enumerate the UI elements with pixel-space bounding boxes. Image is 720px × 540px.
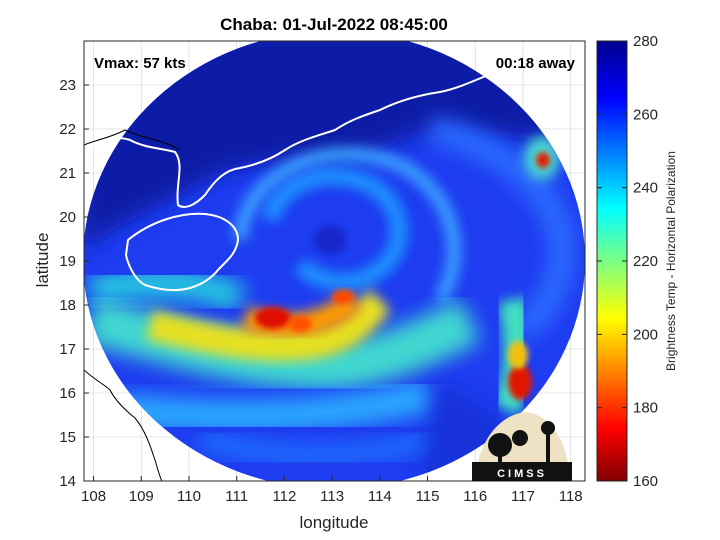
chart-title: Chaba: 01-Jul-2022 08:45:00	[220, 15, 448, 34]
x-axis-label: longitude	[299, 513, 368, 532]
swath-image	[84, 41, 585, 481]
colorbar-ticks: 160 180 200 220 240 260 280	[597, 33, 658, 490]
colorbar-tick-label: 240	[633, 180, 658, 197]
vmax-annotation: Vmax: 57 kts	[94, 55, 186, 72]
x-tick-label: 112	[272, 488, 296, 505]
y-axis-label: latitude	[33, 233, 52, 288]
y-tick-label: 14	[59, 473, 76, 490]
x-tick-label: 117	[511, 488, 535, 505]
y-tick-label: 19	[59, 253, 76, 270]
colorbar-tick-label: 160	[633, 473, 658, 490]
y-tick-label: 20	[59, 209, 76, 226]
x-tick-label: 110	[177, 488, 201, 505]
x-tick-label: 109	[129, 488, 154, 505]
time-away-annotation: 00:18 away	[496, 55, 576, 72]
x-tick-label: 118	[559, 488, 583, 505]
cimss-logo: CIMSS	[472, 412, 572, 481]
y-tick-label: 18	[59, 297, 76, 314]
x-axis: 108 109 110 111 112 113 114 115 116 117 118	[81, 476, 583, 505]
colorbar: 160 180 200 220 240 260 280 Brightness Temp - …	[596, 33, 678, 490]
y-tick-label: 22	[59, 121, 76, 138]
colorbar-tick-label: 260	[633, 106, 658, 123]
coastlines	[84, 41, 585, 481]
y-tick-label: 15	[59, 429, 76, 446]
y-tick-label: 23	[59, 77, 76, 94]
logo-text: CIMSS	[497, 468, 547, 480]
x-tick-label: 114	[368, 488, 392, 505]
y-axis: 14 15 16 17 18 19 20 21 22 23	[59, 77, 89, 490]
y-tick-label: 21	[59, 165, 76, 182]
colorbar-tick-label: 200	[633, 326, 658, 343]
colorbar-tick-label: 220	[633, 253, 658, 270]
x-tick-label: 116	[463, 488, 487, 505]
x-tick-label: 115	[416, 488, 440, 505]
colorbar-label: Brightness Temp - Horizontal Polarizatio…	[664, 151, 678, 371]
colorbar-tick-label: 180	[633, 400, 658, 417]
y-tick-label: 16	[59, 385, 76, 402]
x-tick-label: 108	[81, 488, 106, 505]
x-tick-label: 111	[225, 488, 248, 505]
colorbar-tick-label: 280	[633, 33, 658, 50]
y-tick-label: 17	[59, 341, 76, 358]
x-tick-label: 113	[320, 488, 344, 505]
